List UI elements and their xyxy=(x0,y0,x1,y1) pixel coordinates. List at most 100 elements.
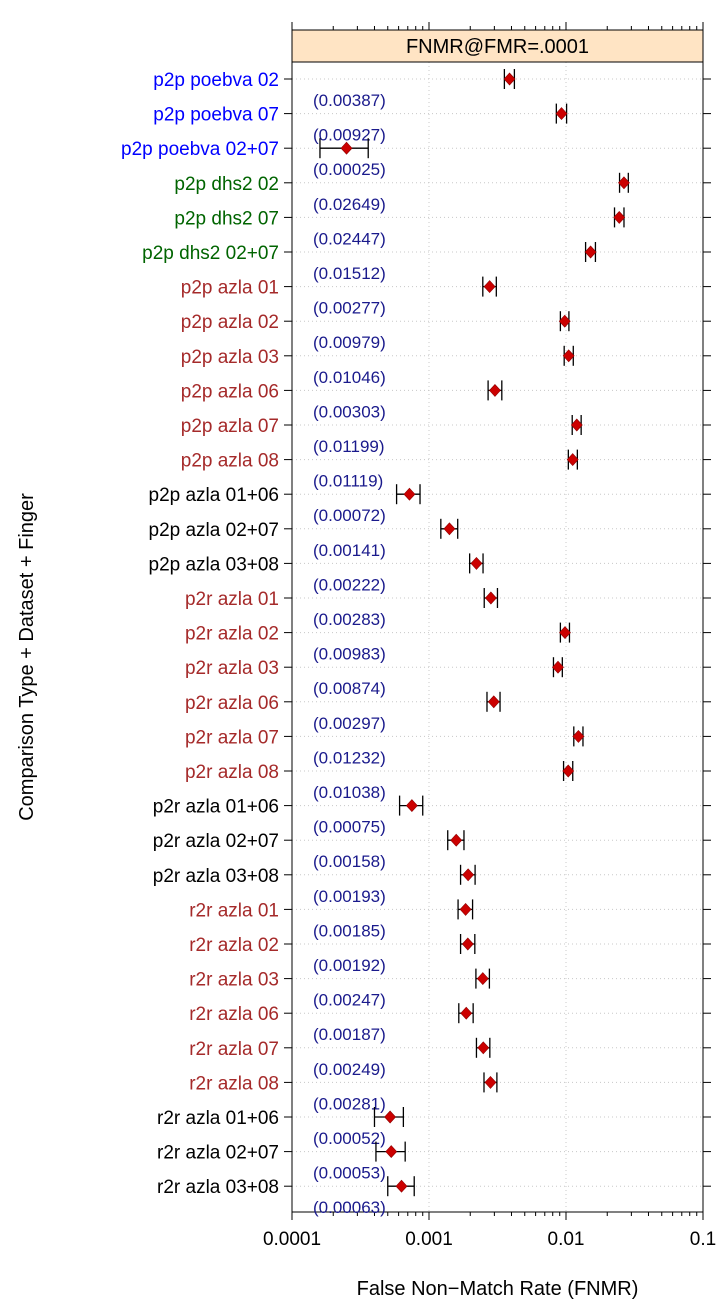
value-label: (0.00187) xyxy=(313,1025,386,1044)
category-label: p2r azla 03 xyxy=(185,658,279,679)
category-label: p2p azla 03+08 xyxy=(149,554,279,575)
value-label: (0.00193) xyxy=(313,887,386,906)
data-point xyxy=(613,210,626,224)
data-point xyxy=(562,349,575,363)
value-label: (0.00192) xyxy=(313,956,386,975)
value-label: (0.00025) xyxy=(313,160,386,179)
data-point xyxy=(385,1145,398,1159)
value-label: (0.00141) xyxy=(313,541,386,560)
chart-title: FNMR@FMR=.0001 xyxy=(406,36,589,58)
data-point xyxy=(403,487,416,501)
value-label: (0.00303) xyxy=(313,402,386,421)
category-label: p2p poebva 02 xyxy=(153,70,279,91)
category-label: p2r azla 02 xyxy=(185,624,279,645)
value-label: (0.00277) xyxy=(313,299,386,318)
value-label: (0.00053) xyxy=(313,1164,386,1183)
category-label: r2r azla 03+08 xyxy=(157,1177,279,1198)
value-label: (0.00063) xyxy=(313,1198,386,1217)
x-tick-label: 0.0001 xyxy=(263,1229,321,1250)
category-label: r2r azla 07 xyxy=(189,1039,279,1060)
category-label: p2r azla 07 xyxy=(185,727,279,748)
category-label: p2r azla 01 xyxy=(185,589,279,610)
data-point xyxy=(483,280,496,294)
data-point xyxy=(476,972,489,986)
value-label: (0.00249) xyxy=(313,1060,386,1079)
value-label: (0.00874) xyxy=(313,679,386,698)
value-label: (0.02447) xyxy=(313,229,386,248)
strip-header: FNMR@FMR=.0001 xyxy=(291,29,704,63)
data-point xyxy=(484,1075,497,1089)
data-point xyxy=(461,937,474,951)
data-point xyxy=(443,522,456,536)
value-label: (0.00281) xyxy=(313,1094,386,1113)
category-label: p2r azla 06 xyxy=(185,693,279,714)
category-label: p2p azla 02 xyxy=(181,312,279,333)
category-label: p2p poebva 02+07 xyxy=(121,139,279,160)
data-point xyxy=(572,729,585,743)
category-label: r2r azla 01+06 xyxy=(157,1108,279,1129)
value-label: (0.00075) xyxy=(313,818,386,837)
value-label: (0.01232) xyxy=(313,748,386,767)
category-label: p2p dhs2 02 xyxy=(174,174,279,195)
data-point xyxy=(558,314,571,328)
value-label: (0.02649) xyxy=(313,195,386,214)
value-label: (0.00927) xyxy=(313,126,386,145)
value-label: (0.01046) xyxy=(313,368,386,387)
value-label: (0.00297) xyxy=(313,714,386,733)
y-axis-title: Comparison Type + Dataset + Finger xyxy=(16,493,38,821)
category-label: r2r azla 03 xyxy=(189,970,279,991)
value-label: (0.01119) xyxy=(313,472,383,491)
data-point xyxy=(450,833,463,847)
value-label: (0.01038) xyxy=(313,783,386,802)
value-label: (0.00979) xyxy=(313,333,386,352)
category-label: p2p dhs2 07 xyxy=(174,208,279,229)
category-label: p2p azla 03 xyxy=(181,347,279,368)
x-axis-title: False Non−Match Rate (FNMR) xyxy=(357,1278,639,1300)
category-label: p2p azla 01 xyxy=(181,278,279,299)
data-point xyxy=(384,1110,396,1124)
category-label: p2p poebva 07 xyxy=(153,105,279,126)
value-label: (0.00052) xyxy=(313,1129,386,1148)
grid-lines xyxy=(292,62,703,1212)
x-tick-label: 0.1 xyxy=(690,1229,716,1250)
plot-frame xyxy=(291,61,704,1213)
category-label: r2r azla 01 xyxy=(189,900,279,921)
value-label: (0.01199) xyxy=(313,437,385,456)
value-label: (0.00247) xyxy=(313,991,386,1010)
axes: 0.0001 0.001 0.01 0.1 p2p poebva 02 p2p poebv… xyxy=(121,22,716,1250)
data-point xyxy=(559,626,571,640)
category-label: r2r azla 06 xyxy=(189,1004,279,1025)
category-label: p2p dhs2 02+07 xyxy=(142,243,279,264)
data-point xyxy=(487,695,500,709)
value-label: (0.00158) xyxy=(313,852,386,871)
value-label: (0.00983) xyxy=(313,645,386,664)
data-point xyxy=(566,453,579,467)
category-label: p2p azla 06 xyxy=(181,381,279,402)
data-marks: (0.00387) (0.00927) (0.00025) (0.02649) (0.0… xyxy=(313,69,630,1217)
data-point xyxy=(462,868,475,882)
category-label: p2r azla 03+08 xyxy=(153,866,279,887)
data-point xyxy=(340,141,353,155)
value-label: (0.00072) xyxy=(313,506,386,525)
value-label: (0.01512) xyxy=(313,264,386,283)
value-label: (0.00283) xyxy=(313,610,386,629)
data-point xyxy=(395,1179,408,1193)
category-label: p2r azla 01+06 xyxy=(153,797,279,818)
data-point xyxy=(570,418,583,432)
data-point xyxy=(470,556,483,570)
category-label: p2p azla 02+07 xyxy=(149,520,279,541)
category-label: p2p azla 07 xyxy=(181,416,279,437)
strip-background xyxy=(291,29,704,63)
data-point xyxy=(484,591,497,605)
value-label: (0.00387) xyxy=(313,91,386,110)
category-label: p2r azla 02+07 xyxy=(153,831,279,852)
data-point xyxy=(584,245,597,259)
data-point xyxy=(555,107,568,121)
category-label: r2r azla 08 xyxy=(189,1073,279,1094)
data-point xyxy=(618,176,630,190)
category-label: p2p azla 01+06 xyxy=(149,485,279,506)
category-label: r2r azla 02+07 xyxy=(157,1143,279,1164)
data-point xyxy=(489,383,501,397)
value-label: (0.00185) xyxy=(313,921,386,940)
